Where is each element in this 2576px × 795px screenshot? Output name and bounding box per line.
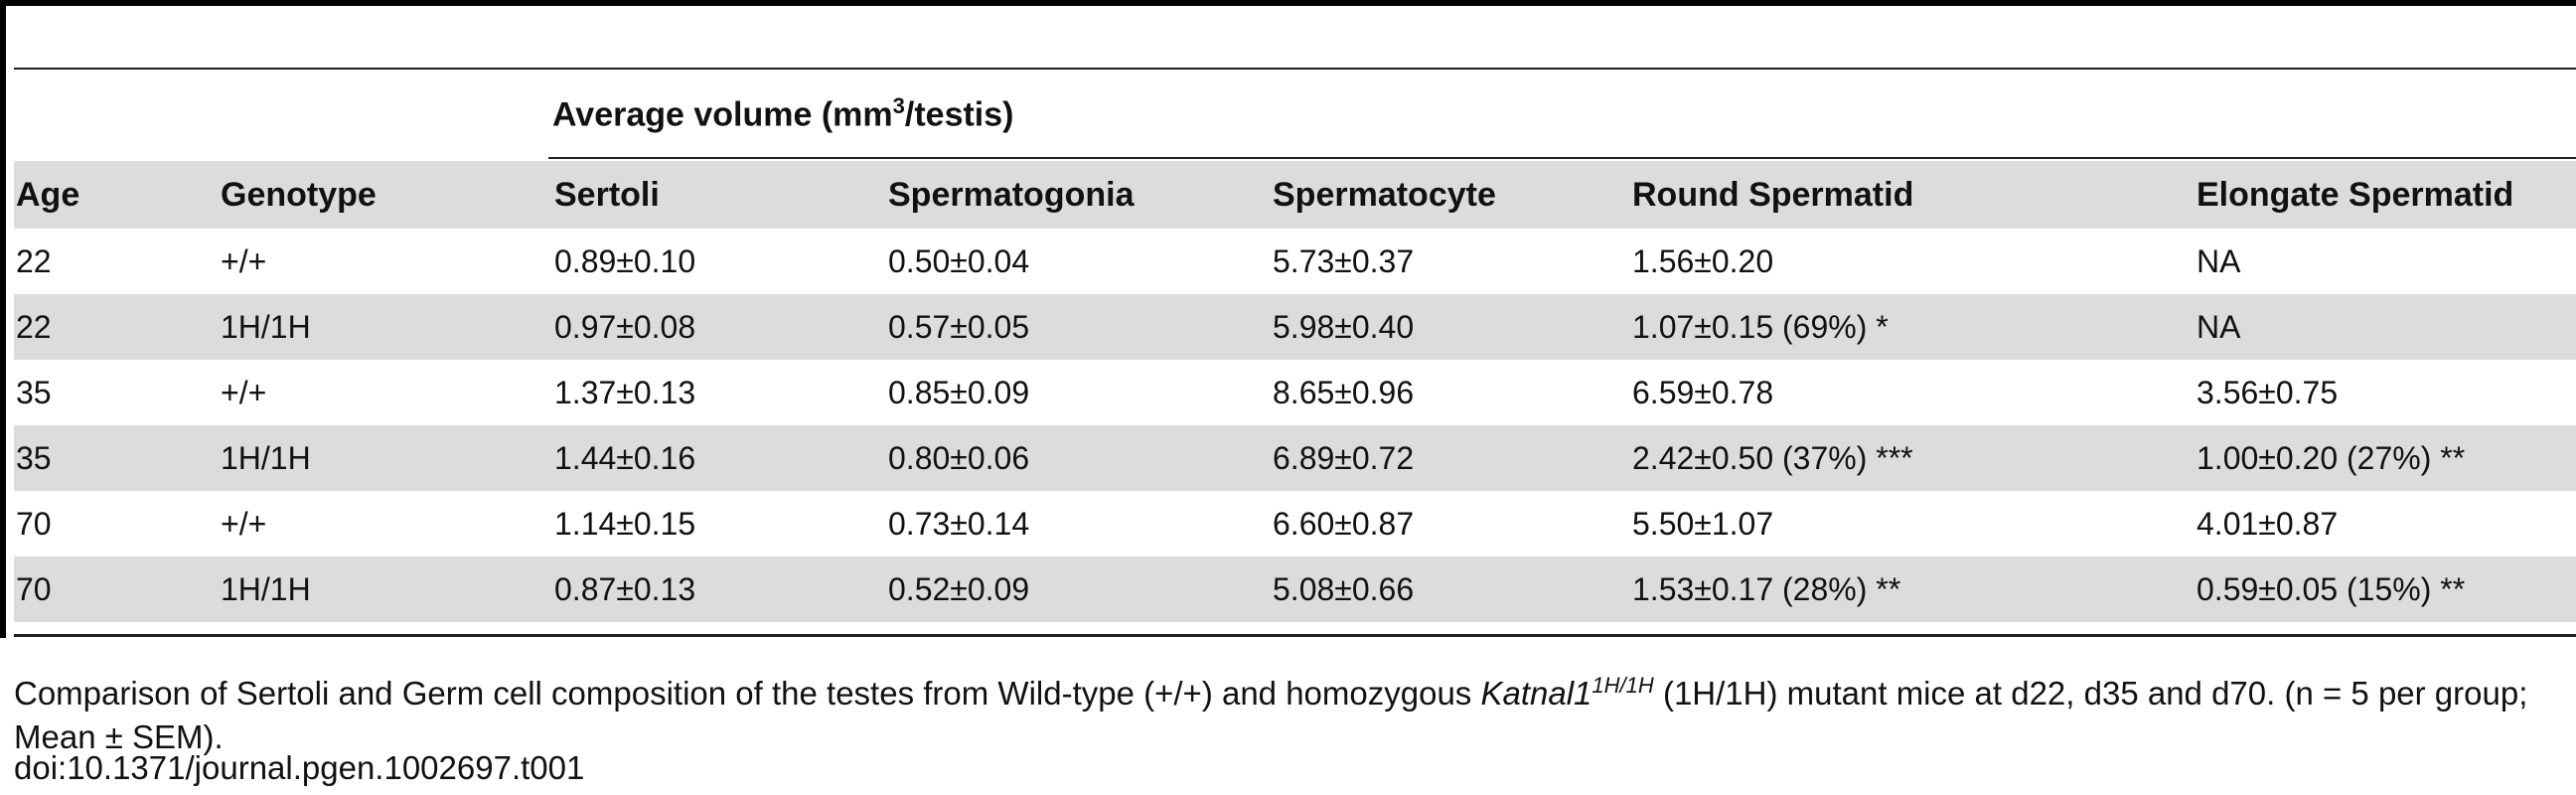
table-cell: 6.59±0.78 (1632, 374, 1774, 410)
table-cell: 0.73±0.14 (888, 505, 1030, 542)
table-cell: 1.44±0.16 (552, 425, 886, 491)
table-cell: NA (2195, 294, 2576, 360)
doi-line: doi:10.1371/journal.pgen.1002697.t001 (14, 749, 585, 786)
table-cell: 5.73±0.37 (1273, 242, 1415, 279)
caption-gene-allele: 1H/1H (1591, 673, 1654, 698)
column-header: Age (14, 161, 219, 229)
table-cell: 70 (14, 556, 219, 622)
table-cell: 35 (14, 425, 219, 491)
table-cell: 0.50±0.04 (888, 242, 1030, 279)
table-row: 35 +/+ 1.37±0.13 0.85±0.09 8.65±0.96 6.5… (14, 360, 2576, 425)
table-cell: +/+ (221, 505, 267, 542)
table-cell: 0.97±0.08 (552, 294, 886, 360)
table-cell: 0.57±0.05 (886, 294, 1271, 360)
table-cell: 0.85±0.09 (888, 374, 1030, 410)
table-cell: 35 (16, 374, 52, 410)
table-cell: 1.07±0.15 (69%) * (1630, 294, 2195, 360)
table-cell: 0.87±0.13 (552, 556, 886, 622)
caption-gene-name: Katnal1 (1480, 675, 1592, 712)
table-cell: 1.00±0.20 (27%) ** (2195, 425, 2576, 491)
table-cell: 70 (16, 505, 52, 542)
group-heading-rule (548, 157, 2576, 159)
column-header: Spermatocyte (1271, 161, 1630, 229)
table-row: 70 1H/1H 0.87±0.13 0.52±0.09 5.08±0.66 1… (14, 556, 2576, 622)
table-cell: 6.89±0.72 (1271, 425, 1630, 491)
group-heading-suffix: /testis) (904, 95, 1014, 134)
caption-text-start: Comparison of Sertoli and Germ cell comp… (14, 675, 1481, 712)
table-cell: 5.98±0.40 (1271, 294, 1630, 360)
table-cell: NA (2197, 242, 2241, 279)
table-bottom-rule (14, 634, 2576, 637)
table-top-rule (0, 0, 2576, 6)
table-row: 70 +/+ 1.14±0.15 0.73±0.14 6.60±0.87 5.5… (14, 491, 2576, 556)
table-cell: 22 (16, 242, 52, 279)
cell-volume-table: Age Genotype Sertoli Spermatogonia Sperm… (14, 161, 2576, 622)
column-header: Round Spermatid (1630, 161, 2195, 229)
table-cell: +/+ (221, 242, 267, 279)
table-cell: 5.50±1.07 (1632, 505, 1774, 542)
table-cell: 3.56±0.75 (2197, 374, 2339, 410)
column-group-heading: Average volume (mm3/testis) (552, 93, 1013, 134)
table-cell: +/+ (221, 374, 267, 410)
table-cell: 0.89±0.10 (554, 242, 696, 279)
table-cell: 1.14±0.15 (554, 505, 696, 542)
table-left-rule (0, 0, 6, 638)
table-cell: 0.80±0.06 (886, 425, 1271, 491)
group-heading-superscript: 3 (892, 93, 905, 118)
table-header-rule (14, 68, 2576, 70)
table-cell: 4.01±0.87 (2197, 505, 2339, 542)
table-header-row: Age Genotype Sertoli Spermatogonia Sperm… (14, 161, 2576, 229)
table-cell: 1H/1H (219, 294, 552, 360)
table-cell: 5.08±0.66 (1271, 556, 1630, 622)
table-cell: 22 (14, 294, 219, 360)
table-cell: 2.42±0.50 (37%) *** (1630, 425, 2195, 491)
column-header: Genotype (219, 161, 552, 229)
table-row: 22 1H/1H 0.97±0.08 0.57±0.05 5.98±0.40 1… (14, 294, 2576, 360)
table-cell: 1H/1H (219, 425, 552, 491)
column-header: Elongate Spermatid (2195, 161, 2576, 229)
table-cell: 1.53±0.17 (28%) ** (1630, 556, 2195, 622)
table-cell: 1H/1H (219, 556, 552, 622)
caption-text-end: (1H/1H) mutant mice at d22, d35 and d70.… (14, 675, 2528, 755)
table-caption: Comparison of Sertoli and Germ cell comp… (14, 664, 2576, 759)
table-cell: 1.56±0.20 (1632, 242, 1774, 279)
column-header: Spermatogonia (886, 161, 1271, 229)
group-heading-prefix: Average volume (mm (552, 95, 893, 134)
table-row: 35 1H/1H 1.44±0.16 0.80±0.06 6.89±0.72 2… (14, 425, 2576, 491)
table-row: 22 +/+ 0.89±0.10 0.50±0.04 5.73±0.37 1.5… (14, 229, 2576, 294)
table-cell: 1.37±0.13 (554, 374, 696, 410)
table-cell: 0.59±0.05 (15%) ** (2195, 556, 2576, 622)
table-cell: 8.65±0.96 (1273, 374, 1415, 410)
column-header: Sertoli (552, 161, 886, 229)
table-cell: 0.52±0.09 (886, 556, 1271, 622)
table-cell: 6.60±0.87 (1273, 505, 1415, 542)
